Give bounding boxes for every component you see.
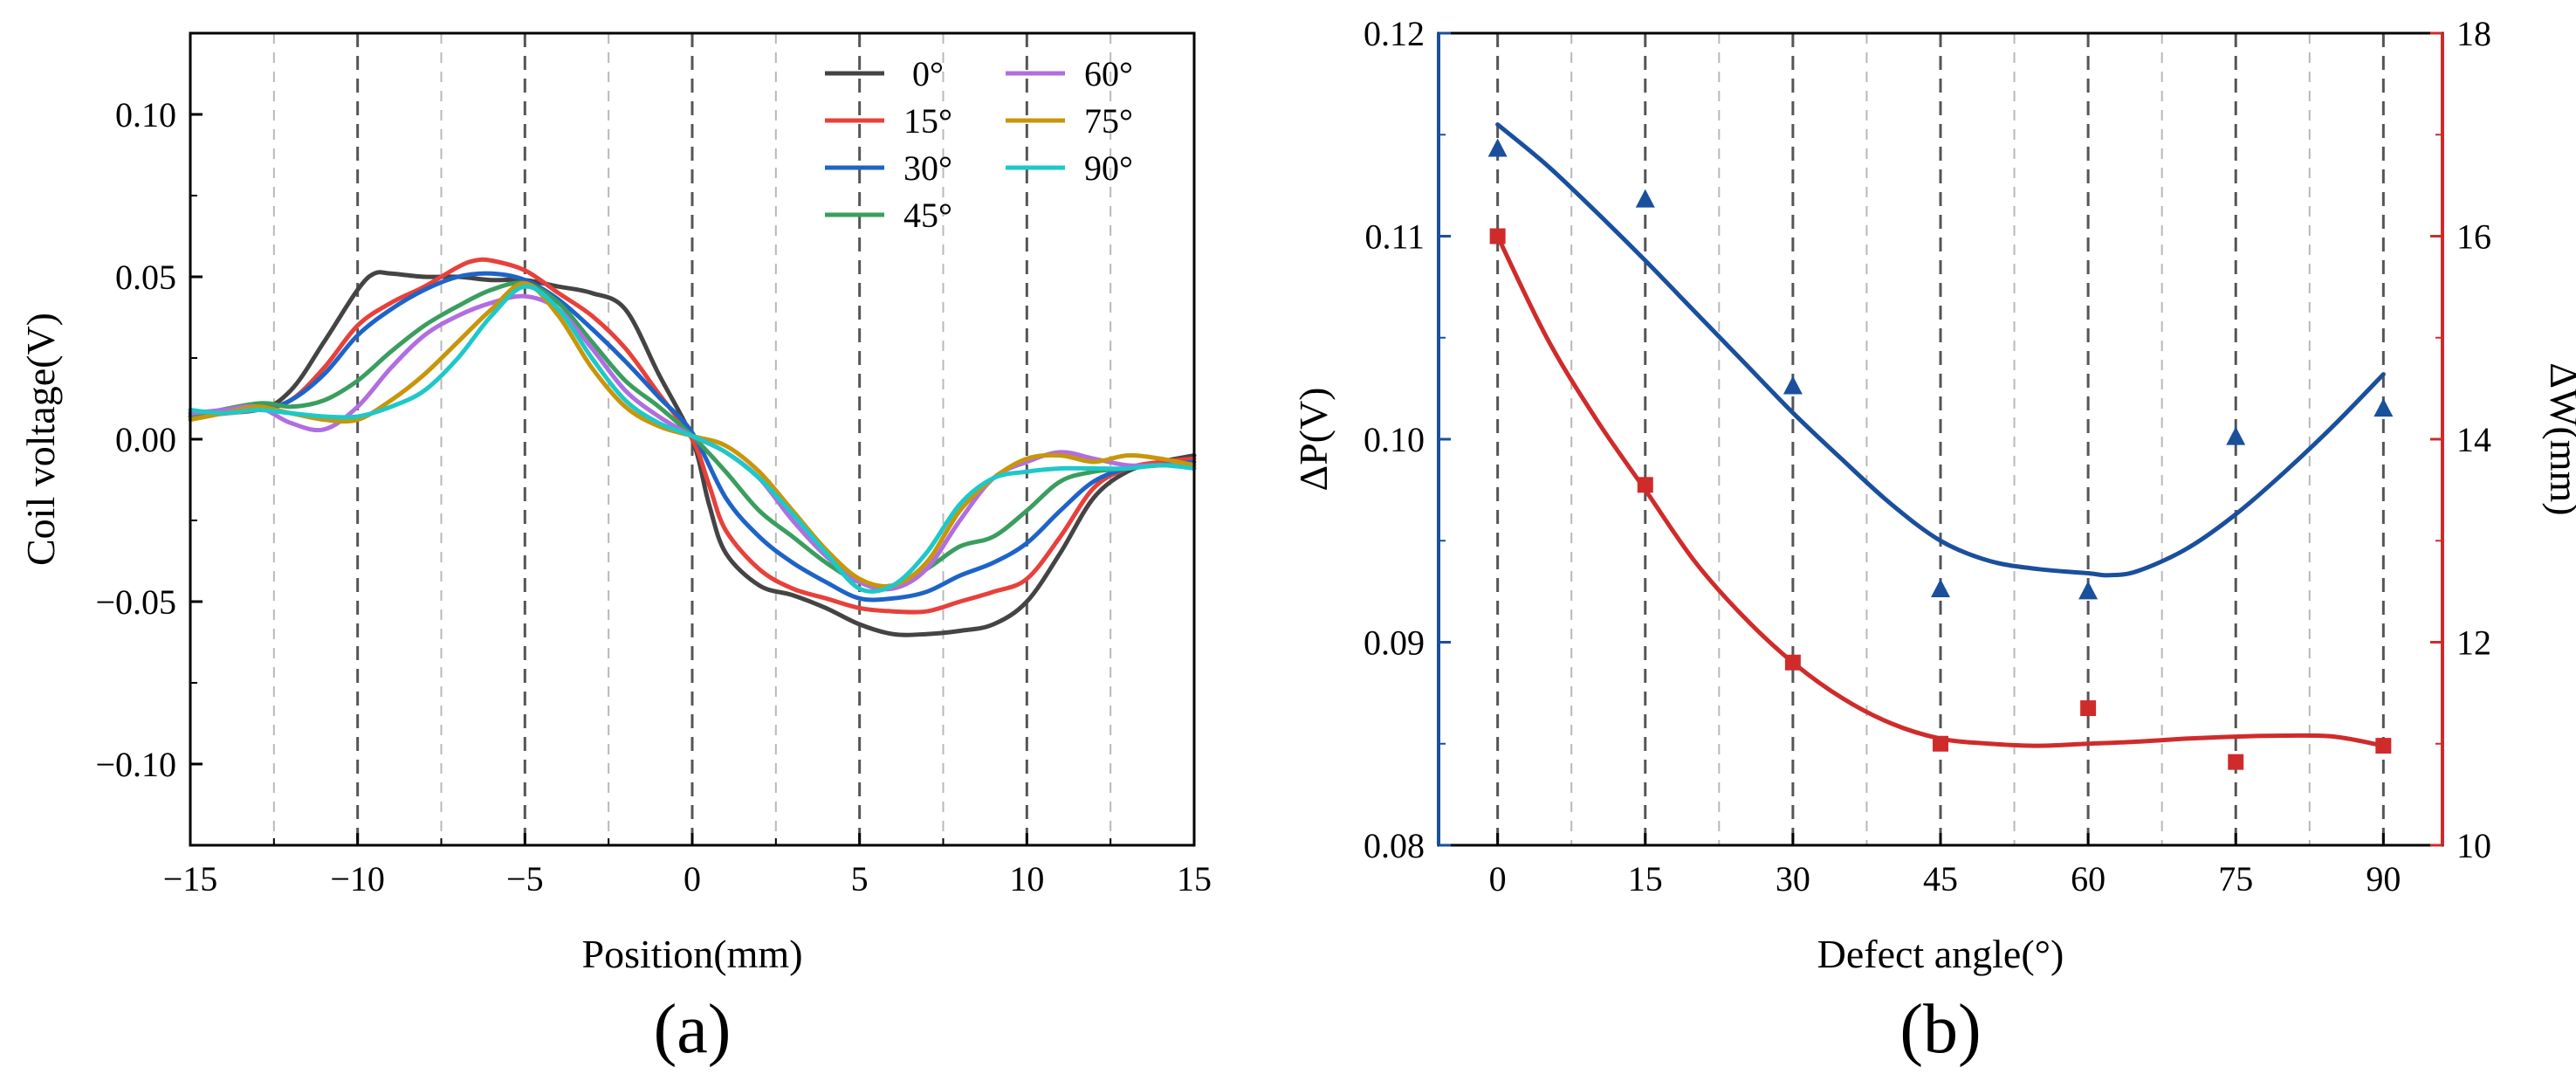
panel-a-x-tick-label: 15 [1177, 859, 1212, 898]
panel-b-square-point [1933, 735, 1948, 752]
panel-a-chart: −15 −10 −5 0 5 10 15 −0.10 −0.05 0.00 0.05 0.10 Po… [18, 31, 1212, 1068]
panel-b-left-y-tick-label: 0.09 [1364, 623, 1425, 663]
panel-b-right-y-ticks: 10 12 14 16 18 [2430, 14, 2491, 865]
panel-a-legend-label: 75° [1084, 101, 1133, 141]
panel-b-label: (b) [1899, 991, 1981, 1068]
panel-b-x-tick-label: 45 [1923, 859, 1958, 898]
panel-a-x-tick-label: −5 [506, 859, 544, 898]
panel-a-x-tick-label: 0 [683, 859, 701, 898]
panel-a-x-tick-label: 5 [851, 859, 869, 898]
panel-b-left-y-tick-label: 0.12 [1364, 14, 1425, 53]
panel-a-legend-label: 90° [1084, 148, 1133, 188]
panel-b-right-y-axis-label: ΔW(mm) [2542, 362, 2576, 515]
panel-a-legend-label: 30° [903, 148, 952, 188]
panel-b-left-y-ticks: 0.08 0.09 0.10 0.11 0.12 [1364, 14, 1451, 865]
panel-b-x-axis-label: Defect angle(°) [1817, 932, 2064, 976]
panel-b-x-tick-label: 75 [2218, 859, 2253, 898]
panel-a-x-ticks: −15 −10 −5 0 5 10 15 [163, 833, 1212, 898]
panel-a-legend-label: 60° [1084, 54, 1133, 93]
panel-b-x-tick-label: 90 [2366, 859, 2401, 898]
panel-b-square-point [1637, 477, 1653, 493]
panel-b-right-y-tick-label: 18 [2456, 14, 2491, 53]
panel-b-square-point [2080, 700, 2097, 717]
panel-b-triangle-point [1487, 138, 1508, 157]
panel-b-triangle-point [2078, 581, 2099, 600]
panel-a-legend-label: 0° [912, 54, 944, 93]
panel-a-gridlines [272, 33, 1112, 845]
panel-b-right-y-tick-label: 10 [2456, 826, 2491, 865]
panel-a-x-tick-label: −10 [330, 859, 385, 898]
panel-a-series-line [188, 284, 1197, 594]
panel-b-square-point [2228, 754, 2244, 770]
panel-b-gridlines [1496, 33, 2385, 845]
panel-b-left-y-axis-label: ΔP(V) [1291, 387, 1336, 491]
panel-b-square-point [2375, 738, 2392, 754]
panel-a-legend-label: 45° [903, 196, 952, 235]
panel-a-legend-label: 15° [903, 101, 952, 141]
panel-b-fit-curves [1495, 122, 2386, 748]
panel-a-y-tick-label: 0.00 [115, 420, 176, 459]
panel-b-chart: 0 15 30 45 60 75 90 0.080.090.100.110.12 10121… [1291, 14, 2576, 1068]
panel-b-fit-curve [1495, 234, 2386, 748]
panel-b-left-y-tick-label: 0.10 [1364, 420, 1425, 459]
panel-b-x-tick-label: 30 [1776, 859, 1810, 898]
panel-b-right-y-tick-label: 16 [2456, 217, 2491, 257]
panel-a-series-line [188, 280, 1197, 589]
panel-a-y-ticks: −0.10 −0.05 0.00 0.05 0.10 [95, 32, 203, 846]
panel-a-series-lines [188, 257, 1197, 637]
panel-b-right-y-tick-label: 14 [2456, 420, 2491, 459]
panel-a-x-tick-label: −15 [163, 859, 218, 898]
panel-b-x-ticks: 0 15 30 45 60 75 90 [1489, 833, 2401, 898]
panel-b-square-point [1784, 654, 1801, 671]
panel-a-x-tick-label: 10 [1009, 859, 1044, 898]
panel-b-triangle-point [1783, 375, 1803, 395]
panel-a-y-tick-label: 0.05 [115, 258, 176, 297]
panel-b-right-y-tick-label: 12 [2456, 623, 2491, 663]
panel-a-series-line [188, 257, 1197, 615]
panel-b-triangle-point [1635, 189, 1655, 208]
panel-b-x-tick-label: 15 [1628, 859, 1663, 898]
panel-a-y-axis-label: Coil voltage(V) [18, 313, 63, 566]
panel-a-y-tick-label: −0.10 [95, 745, 176, 784]
panel-a-legend: 0° 15° 30° 45° 60° 75° 90° [825, 54, 1133, 235]
panel-a-x-axis-label: Position(mm) [581, 932, 802, 976]
panel-a-series-line [188, 271, 1197, 602]
panel-a-label: (a) [654, 991, 732, 1068]
panel-b-data-points [1487, 138, 2394, 770]
panel-b-square-point [1489, 228, 1506, 244]
panel-b-fit-curve [1495, 122, 2386, 578]
panel-a-y-tick-label: 0.10 [115, 95, 176, 134]
panel-b-left-y-tick-label: 0.08 [1364, 826, 1425, 865]
panel-b-triangle-point [1931, 579, 1950, 598]
panel-b-left-y-tick-label: 0.11 [1364, 217, 1425, 257]
panel-b-x-tick-label: 0 [1489, 859, 1507, 898]
panel-b-triangle-point [2373, 398, 2394, 417]
panel-b-triangle-point [2226, 426, 2246, 445]
panel-b-x-tick-label: 60 [2071, 859, 2105, 898]
panel-a-y-tick-label: −0.05 [95, 582, 176, 622]
